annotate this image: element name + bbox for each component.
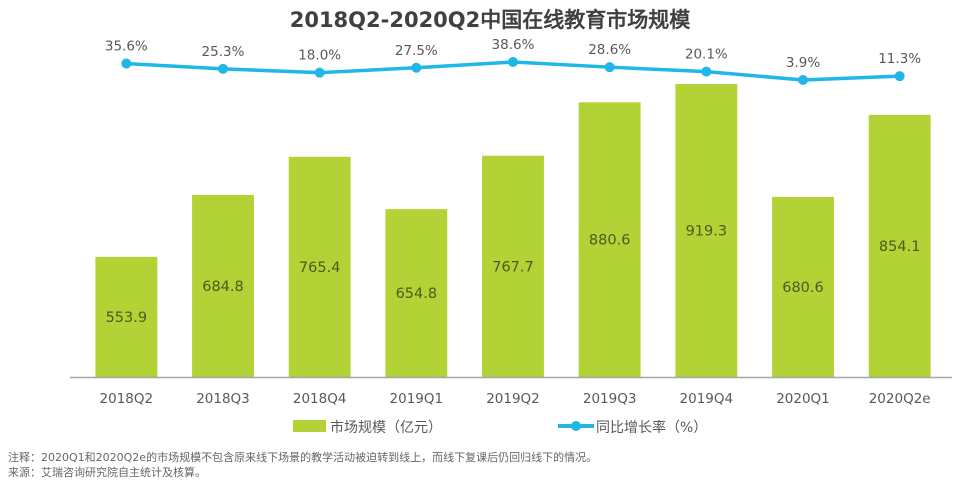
chart-title: 2018Q2-2020Q2中国在线教育市场规模 <box>290 8 692 32</box>
x-tick-label: 2018Q3 <box>196 391 250 407</box>
legend-swatch-marker <box>571 421 581 431</box>
line-point <box>604 62 615 73</box>
bar-data-label: 553.9 <box>106 310 148 326</box>
bar-data-label: 684.8 <box>202 279 244 295</box>
line-point <box>411 62 422 73</box>
bar <box>95 256 158 377</box>
line-point <box>218 63 228 74</box>
line-point <box>894 71 905 82</box>
bar-data-label: 765.4 <box>299 260 341 276</box>
line-data-label: 27.5% <box>395 43 438 59</box>
line-point <box>314 67 325 78</box>
line-data-label: 3.9% <box>786 55 820 71</box>
x-tick-label: 2020Q2e <box>869 391 931 407</box>
legend-label-line: 同比增长率（%） <box>596 419 707 436</box>
legend-swatch-bar <box>293 420 326 432</box>
bar <box>578 102 641 377</box>
legend: 市场规模（亿元） 同比增长率（%） <box>293 419 707 436</box>
bar <box>675 84 738 377</box>
line-data-label: 28.6% <box>588 42 631 58</box>
x-tick-label: 2018Q4 <box>293 391 347 407</box>
line-point <box>121 58 132 69</box>
line-point <box>701 66 712 77</box>
legend-label-bar: 市场规模（亿元） <box>330 419 442 436</box>
bar-series: 553.9 684.8 765.4 654.8 767.7 880.6 919.3 680.6… <box>95 84 931 378</box>
x-tick-label: 2019Q2 <box>486 391 540 407</box>
bar <box>482 155 544 377</box>
line-data-label: 20.1% <box>685 47 728 63</box>
chart-source: 来源：艾瑞咨询研究院自主统计及核算。 <box>8 466 206 479</box>
line-data-label: 11.3% <box>878 51 921 67</box>
line-series: 35.6% 25.3% 18.0% 27.5% 38.6% 28.6% 20.1% 3.9% 1… <box>105 37 921 85</box>
x-tick-label: 2018Q2 <box>100 391 154 407</box>
bar <box>868 114 931 378</box>
bar <box>288 156 351 377</box>
bar-data-label: 854.1 <box>879 239 921 255</box>
x-tick-label: 2019Q4 <box>680 391 734 407</box>
bar-data-label: 880.6 <box>589 233 631 249</box>
line-data-label: 35.6% <box>105 39 148 55</box>
chart-footnote: 注释：2020Q1和2020Q2e的市场规模不包含原来线下场景的教学活动被迫转到… <box>8 451 598 464</box>
line-data-label: 18.0% <box>298 48 341 64</box>
bar-data-label: 680.6 <box>782 280 824 296</box>
line-point <box>508 57 518 67</box>
x-tick-label: 2019Q1 <box>390 391 444 407</box>
bar-data-label: 654.8 <box>396 286 438 302</box>
bar <box>192 194 254 377</box>
line-point <box>798 75 808 85</box>
bar-data-label: 767.7 <box>492 259 534 275</box>
bar-data-label: 919.3 <box>686 224 728 240</box>
bar <box>385 209 448 377</box>
x-axis-ticks: 2018Q2 2018Q3 2018Q4 2019Q1 2019Q2 2019Q3 2019… <box>100 391 931 407</box>
bar <box>772 196 834 377</box>
x-tick-label: 2019Q3 <box>583 391 637 407</box>
x-tick-label: 2020Q1 <box>776 391 830 407</box>
line-data-label: 38.6% <box>492 37 535 53</box>
line-data-label: 25.3% <box>202 44 245 60</box>
